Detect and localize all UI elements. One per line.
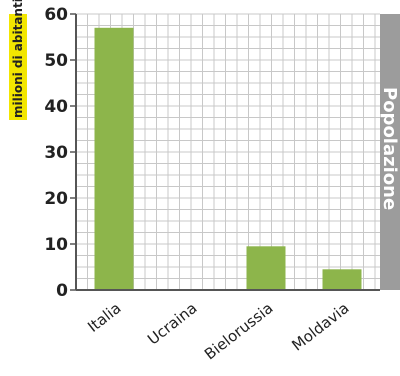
y-tick-label: 50 [44,51,68,71]
y-axis-label: milioni di abitanti [11,0,25,118]
bar-bielorussia [246,246,286,290]
bars [94,27,362,291]
y-tick-label: 30 [44,143,68,163]
side-band [380,14,400,290]
y-tick-label: 40 [44,97,68,117]
y-tick-label: 60 [44,5,68,25]
y-tick-label: 20 [44,189,68,209]
bar-italia [94,27,134,291]
y-axis-label-box [9,14,27,120]
y-tick-label: 10 [44,235,68,255]
x-axis-ticks: Italia Ucraina Bielorussia Moldavia [84,299,352,363]
y-axis-ticks: 0 10 20 30 40 50 60 [44,5,76,301]
y-axis-label-group: milioni di abitanti [9,0,27,120]
bar-moldavia [322,269,362,290]
y-tick-label: 0 [56,281,68,301]
x-tick-label: Moldavia [288,299,352,355]
x-tick-label: Ucraina [144,299,200,349]
side-label: Popolazione [379,87,400,210]
x-tick-label: Bielorussia [201,299,276,363]
x-tick-label: Italia [84,299,124,336]
